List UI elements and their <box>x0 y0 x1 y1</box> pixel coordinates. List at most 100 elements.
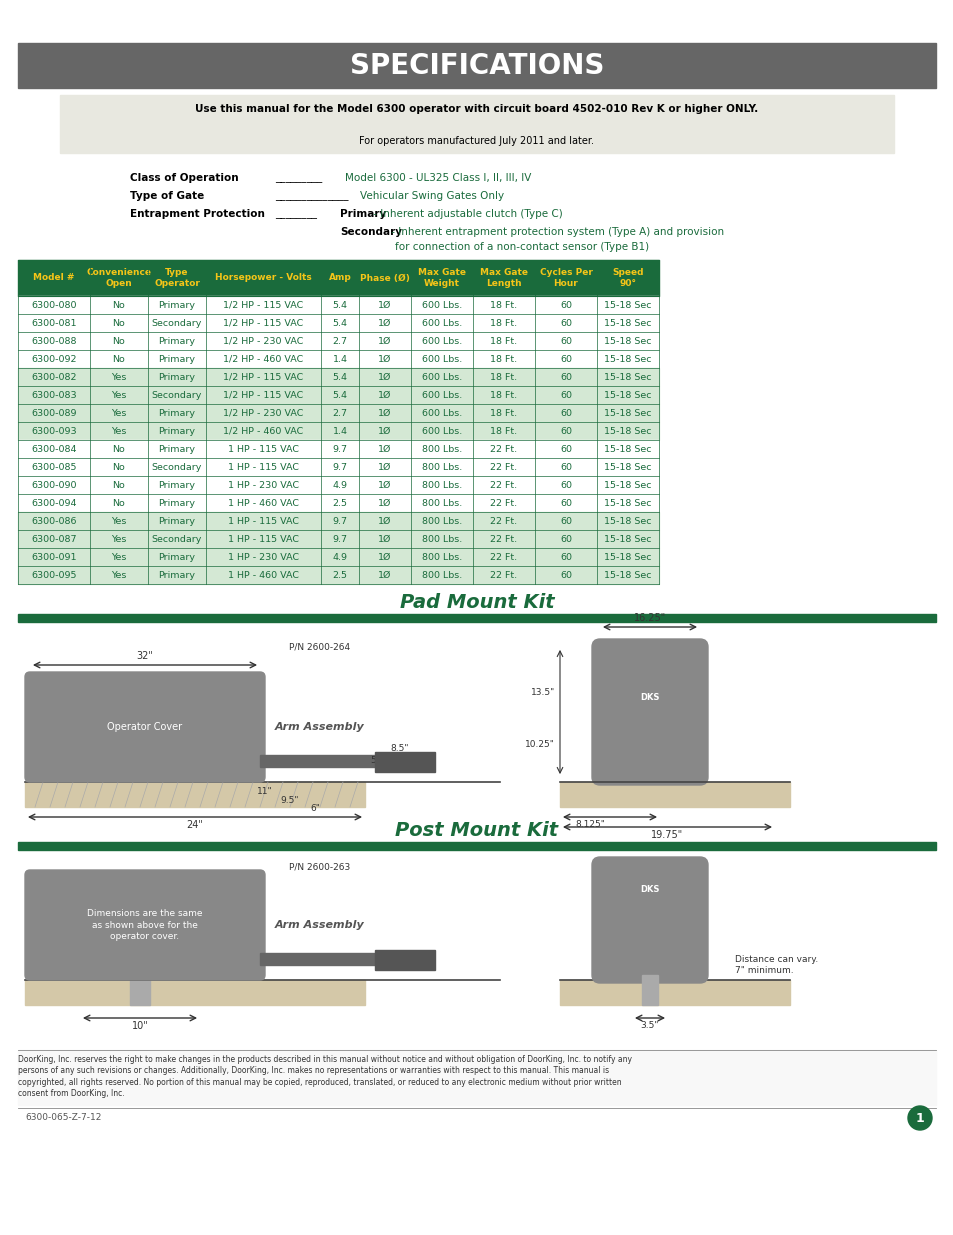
Text: 15-18 Sec: 15-18 Sec <box>603 462 651 472</box>
Text: 15-18 Sec: 15-18 Sec <box>603 354 651 363</box>
Text: 6300-081: 6300-081 <box>31 319 76 327</box>
Text: ______________: ______________ <box>274 191 348 201</box>
Text: 60: 60 <box>559 571 572 579</box>
Bar <box>641 974 658 1005</box>
Text: 15-18 Sec: 15-18 Sec <box>603 319 651 327</box>
Text: Type of Gate: Type of Gate <box>130 191 204 201</box>
Text: 600 Lbs.: 600 Lbs. <box>421 319 461 327</box>
Text: 11": 11" <box>257 787 273 797</box>
Text: 22 Ft.: 22 Ft. <box>490 516 517 526</box>
Bar <box>18 842 935 850</box>
Text: 22 Ft.: 22 Ft. <box>490 445 517 453</box>
Text: 60: 60 <box>559 462 572 472</box>
Text: Primary: Primary <box>158 354 195 363</box>
Text: Secondary: Secondary <box>152 462 202 472</box>
Bar <box>25 981 365 1005</box>
Text: 1 HP - 115 VAC: 1 HP - 115 VAC <box>228 462 298 472</box>
Text: Arm Assembly: Arm Assembly <box>274 920 364 930</box>
Text: 800 Lbs.: 800 Lbs. <box>421 445 461 453</box>
Text: 600 Lbs.: 600 Lbs. <box>421 409 461 417</box>
Text: 800 Lbs.: 800 Lbs. <box>421 535 461 543</box>
Text: 1Ø: 1Ø <box>378 373 392 382</box>
Text: for connection of a non-contact sensor (Type B1): for connection of a non-contact sensor (… <box>395 242 648 252</box>
Text: Arm Assembly: Arm Assembly <box>274 722 364 732</box>
Text: 6300-095: 6300-095 <box>31 571 76 579</box>
Bar <box>60 95 893 153</box>
FancyBboxPatch shape <box>592 638 707 785</box>
Text: 1: 1 <box>915 1112 923 1125</box>
Text: 1/2 HP - 230 VAC: 1/2 HP - 230 VAC <box>223 336 303 346</box>
Text: 1/2 HP - 115 VAC: 1/2 HP - 115 VAC <box>223 373 303 382</box>
Text: 1 HP - 115 VAC: 1 HP - 115 VAC <box>228 445 298 453</box>
Text: 6300-065-Z-7-12: 6300-065-Z-7-12 <box>25 1113 101 1123</box>
Text: Primary: Primary <box>158 516 195 526</box>
Text: 8.5": 8.5" <box>391 743 409 753</box>
Bar <box>18 387 659 404</box>
Text: 6300-091: 6300-091 <box>31 552 76 562</box>
Text: No: No <box>112 319 125 327</box>
Text: Horsepower - Volts: Horsepower - Volts <box>214 273 312 283</box>
Text: 800 Lbs.: 800 Lbs. <box>421 516 461 526</box>
Text: 15-18 Sec: 15-18 Sec <box>603 480 651 489</box>
Text: 1Ø: 1Ø <box>378 535 392 543</box>
Text: 15-18 Sec: 15-18 Sec <box>603 300 651 310</box>
Text: 9.7: 9.7 <box>333 445 347 453</box>
Text: 600 Lbs.: 600 Lbs. <box>421 354 461 363</box>
Text: 2.5: 2.5 <box>333 571 347 579</box>
Text: Yes: Yes <box>112 409 127 417</box>
Text: 15-18 Sec: 15-18 Sec <box>603 552 651 562</box>
Text: Dimensions are the same
as shown above for the
operator cover.: Dimensions are the same as shown above f… <box>87 909 203 941</box>
Text: 22 Ft.: 22 Ft. <box>490 480 517 489</box>
Text: 60: 60 <box>559 300 572 310</box>
Text: 5.4: 5.4 <box>333 390 347 399</box>
Text: 6300-083: 6300-083 <box>31 390 77 399</box>
Text: 800 Lbs.: 800 Lbs. <box>421 499 461 508</box>
Text: 24": 24" <box>187 820 203 830</box>
Text: 1Ø: 1Ø <box>378 390 392 399</box>
Bar <box>18 404 659 422</box>
Text: 1.4: 1.4 <box>333 354 347 363</box>
Bar <box>25 782 365 806</box>
Text: 1Ø: 1Ø <box>378 516 392 526</box>
Text: Use this manual for the Model 6300 operator with circuit board 4502-010 Rev K or: Use this manual for the Model 6300 opera… <box>195 104 758 114</box>
Text: 18 Ft.: 18 Ft. <box>490 409 517 417</box>
Text: 60: 60 <box>559 319 572 327</box>
Text: 60: 60 <box>559 354 572 363</box>
Text: Primary: Primary <box>158 409 195 417</box>
Text: Secondary: Secondary <box>152 319 202 327</box>
Text: 22 Ft.: 22 Ft. <box>490 499 517 508</box>
Text: 1Ø: 1Ø <box>378 354 392 363</box>
Text: _________: _________ <box>274 173 322 183</box>
Text: 60: 60 <box>559 336 572 346</box>
FancyBboxPatch shape <box>25 672 265 782</box>
Text: 18 Ft.: 18 Ft. <box>490 319 517 327</box>
Text: For operators manufactured July 2011 and later.: For operators manufactured July 2011 and… <box>359 136 594 146</box>
Text: 6300-085: 6300-085 <box>31 462 76 472</box>
Bar <box>18 440 659 458</box>
FancyBboxPatch shape <box>25 869 265 981</box>
Text: SPECIFICATIONS: SPECIFICATIONS <box>350 52 603 79</box>
Bar <box>18 566 659 584</box>
Text: 2.5: 2.5 <box>333 499 347 508</box>
Text: 800 Lbs.: 800 Lbs. <box>421 462 461 472</box>
Text: Yes: Yes <box>112 426 127 436</box>
Text: Convenience
Open: Convenience Open <box>87 268 152 288</box>
Text: 8.125": 8.125" <box>575 820 604 829</box>
Text: Max Gate
Length: Max Gate Length <box>479 268 527 288</box>
Text: 1.4: 1.4 <box>333 426 347 436</box>
Text: No: No <box>112 499 125 508</box>
Text: Yes: Yes <box>112 571 127 579</box>
Text: 18 Ft.: 18 Ft. <box>490 336 517 346</box>
Text: 6300-088: 6300-088 <box>31 336 76 346</box>
Text: DKS: DKS <box>639 693 659 701</box>
Bar <box>18 530 659 548</box>
Text: Secondary: Secondary <box>339 227 401 237</box>
Text: Primary: Primary <box>158 373 195 382</box>
Text: 18 Ft.: 18 Ft. <box>490 354 517 363</box>
Text: No: No <box>112 480 125 489</box>
Text: 1/2 HP - 460 VAC: 1/2 HP - 460 VAC <box>223 426 303 436</box>
Text: 9.7: 9.7 <box>333 462 347 472</box>
Text: Operator Cover: Operator Cover <box>108 722 182 732</box>
Text: Secondary: Secondary <box>152 535 202 543</box>
Text: 60: 60 <box>559 426 572 436</box>
